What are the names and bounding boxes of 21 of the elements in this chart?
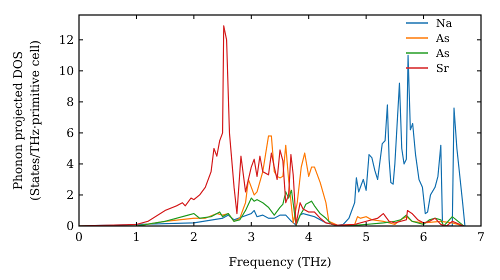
y-tick-label: 8 — [66, 94, 74, 109]
y-tick-label: 0 — [66, 219, 74, 233]
legend-label: As — [435, 32, 450, 45]
x-tick-label: 2 — [190, 230, 198, 244]
x-tick-label: 4 — [304, 230, 313, 244]
x-tick-label: 3 — [247, 230, 256, 244]
y-tick-label: 6 — [66, 126, 74, 140]
y-tick-label: 4 — [66, 156, 74, 171]
x-tick-label: 1 — [132, 230, 140, 244]
x-tick-label: 6 — [420, 230, 428, 244]
y-tick-label: 12 — [58, 32, 74, 47]
legend-label: Na — [436, 17, 453, 30]
legend-label: As — [435, 47, 450, 60]
x-tick-label: 0 — [75, 230, 83, 244]
legend-label: Sr — [436, 62, 450, 75]
x-tick-label: 7 — [477, 230, 485, 244]
y-tick-label: 2 — [66, 188, 74, 202]
x-tick-label: 5 — [362, 230, 370, 244]
y-tick-label: 10 — [58, 64, 74, 78]
x-axis-title: Frequency (THz) — [228, 255, 332, 269]
y-axis-title: Phonon projected DOS (States/THz·primitive cell) — [11, 40, 42, 201]
